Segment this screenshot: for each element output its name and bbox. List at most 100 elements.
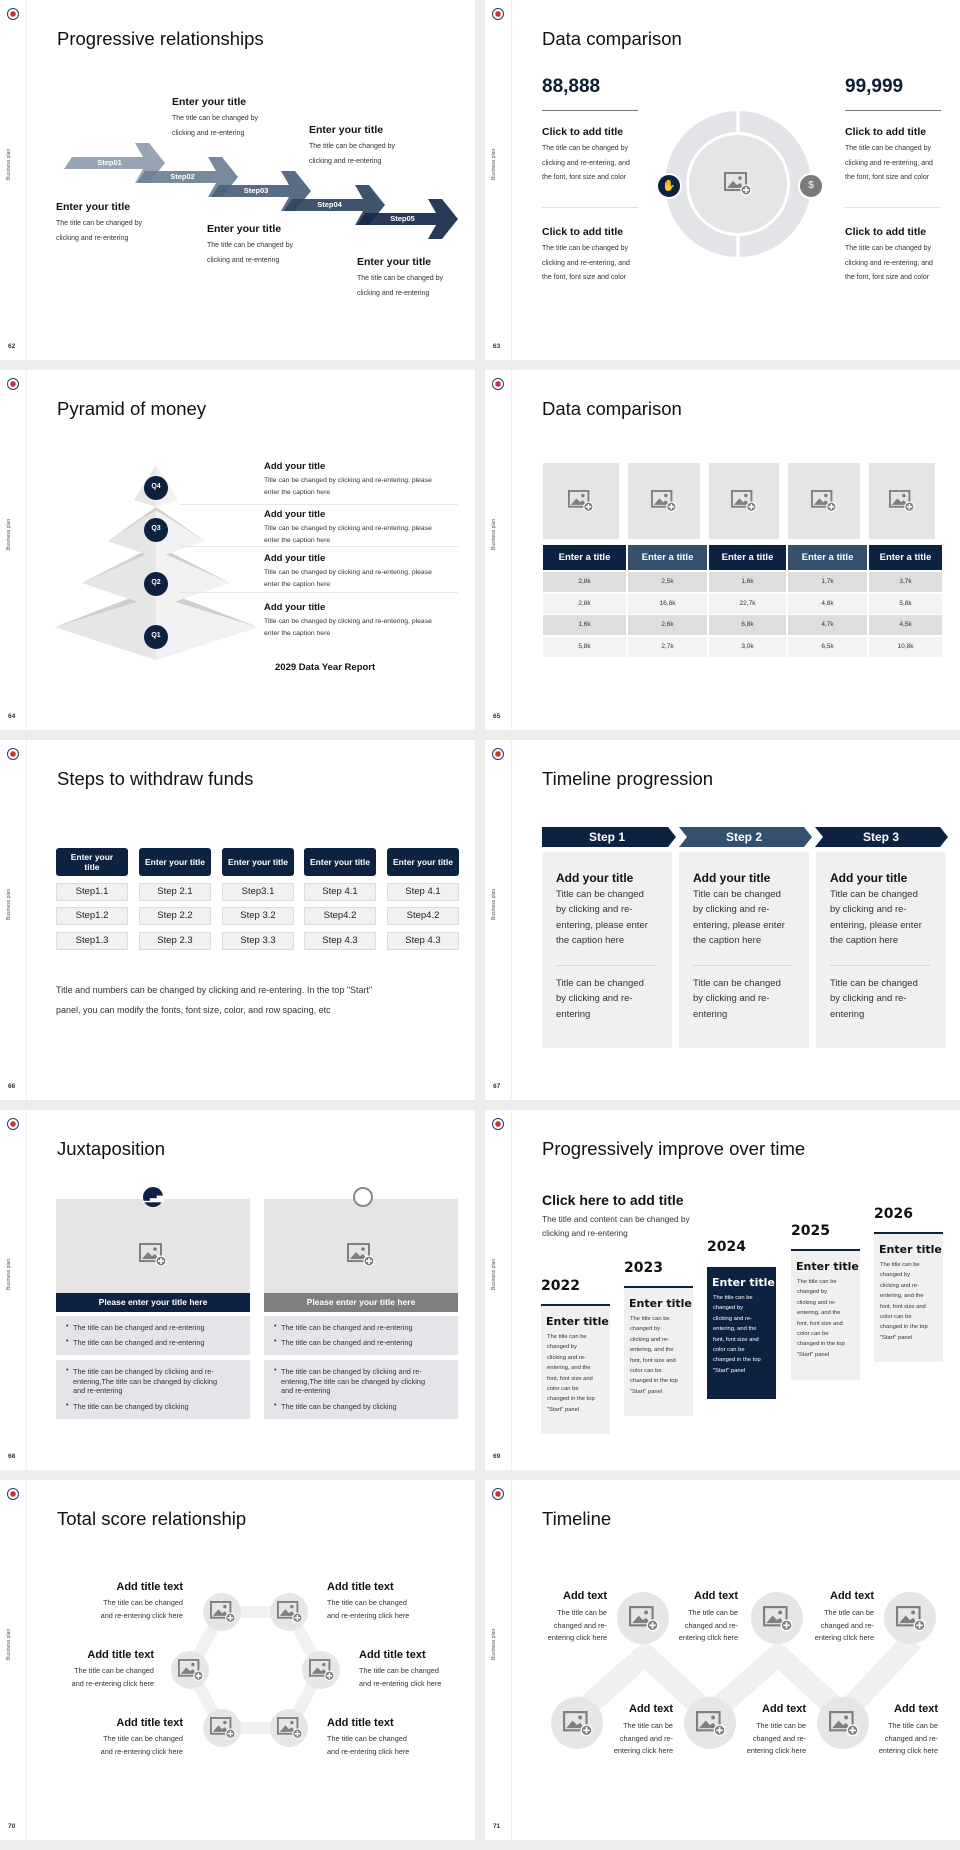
page-number: 70 bbox=[8, 1823, 16, 1830]
image-circle[interactable] bbox=[617, 1592, 669, 1644]
image-circle[interactable] bbox=[171, 1651, 209, 1689]
slide-title[interactable]: Steps to withdraw funds bbox=[57, 768, 254, 789]
step-box[interactable]: Step1.2 bbox=[56, 907, 128, 925]
image-placeholder[interactable] bbox=[628, 463, 700, 539]
step-label: Step 4.3 bbox=[405, 935, 441, 946]
image-placeholder[interactable] bbox=[543, 463, 619, 539]
step-box[interactable]: Step 4.3 bbox=[304, 932, 376, 950]
panel-header-label: Please enter your title here bbox=[306, 1297, 416, 1307]
image-circle[interactable] bbox=[551, 1697, 603, 1749]
card-desc: Title can be changed by clicking and re-… bbox=[693, 889, 785, 947]
image-circle[interactable] bbox=[751, 1592, 803, 1644]
block-title: Click to add title bbox=[845, 226, 927, 238]
cell-value: 4,7k bbox=[821, 621, 834, 629]
slide-66: Business plan 66 Steps to withdraw funds En… bbox=[0, 740, 475, 1100]
sidebar-divider bbox=[26, 0, 27, 360]
image-placeholder-icon[interactable] bbox=[210, 1600, 236, 1623]
image-placeholder-icon[interactable] bbox=[309, 1658, 335, 1681]
year-label: 2022 bbox=[541, 1278, 580, 1294]
step-box[interactable]: Step 4.1 bbox=[304, 883, 376, 901]
slide-title[interactable]: Progressively improve over time bbox=[542, 1138, 806, 1159]
step-box[interactable]: Step4.2 bbox=[304, 907, 376, 925]
logo-icon bbox=[7, 748, 19, 760]
image-placeholder-icon[interactable] bbox=[724, 171, 752, 196]
slide-title[interactable]: Data comparison bbox=[542, 28, 682, 49]
step-box[interactable]: Step1.1 bbox=[56, 883, 128, 901]
image-placeholder-icon[interactable] bbox=[568, 489, 594, 512]
column-header: Enter your title bbox=[222, 848, 294, 876]
step-label: Step04 bbox=[317, 200, 342, 209]
year-label: 2025 bbox=[791, 1223, 830, 1239]
item-desc: The title can be changed and re-entering… bbox=[327, 1598, 410, 1620]
slide-title[interactable]: Progressive relationships bbox=[57, 28, 264, 49]
image-placeholder-icon[interactable] bbox=[829, 1711, 859, 1737]
slide-title[interactable]: Timeline bbox=[542, 1508, 612, 1529]
divider bbox=[693, 965, 793, 966]
image-circle[interactable] bbox=[270, 1593, 308, 1631]
slide-68: Business plan 68 Juxtaposition Please enter… bbox=[0, 1110, 475, 1470]
image-placeholder[interactable] bbox=[788, 463, 860, 539]
step-box[interactable]: Step 2.1 bbox=[139, 883, 211, 901]
image-placeholder-icon[interactable] bbox=[563, 1711, 593, 1737]
slide-title[interactable]: Pyramid of money bbox=[57, 398, 207, 419]
image-circle[interactable] bbox=[270, 1709, 308, 1747]
table-cell: 2,8k bbox=[543, 593, 626, 614]
card-desc: Title can be changed by clicking and re-… bbox=[556, 889, 648, 947]
slide-title[interactable]: Timeline progression bbox=[542, 768, 714, 789]
image-placeholder-icon[interactable] bbox=[889, 489, 915, 512]
image-circle[interactable] bbox=[203, 1593, 241, 1631]
table-cell: 2,5k bbox=[628, 572, 707, 592]
image-placeholder-icon[interactable] bbox=[210, 1716, 236, 1739]
step-box[interactable]: Step 2.2 bbox=[139, 907, 211, 925]
step-label: Step 3.3 bbox=[240, 935, 276, 946]
year-label: 2026 bbox=[874, 1206, 913, 1222]
table-cell: 2,7k bbox=[628, 637, 707, 658]
image-circle[interactable] bbox=[203, 1709, 241, 1747]
logo-icon bbox=[7, 8, 19, 20]
step-box[interactable]: Step 4.3 bbox=[387, 932, 459, 950]
item-desc: The title can be changed by clicking and… bbox=[357, 275, 444, 297]
image-circle[interactable] bbox=[302, 1651, 340, 1689]
image-circle[interactable] bbox=[884, 1592, 936, 1644]
image-placeholder-icon[interactable] bbox=[347, 1242, 375, 1267]
image-placeholder-icon[interactable] bbox=[139, 1242, 167, 1267]
image-placeholder[interactable] bbox=[56, 1199, 250, 1293]
step-box[interactable]: Step 3.2 bbox=[222, 907, 294, 925]
item-title: Add text bbox=[830, 1590, 874, 1602]
card-desc: The title can be changed by clicking and… bbox=[713, 1295, 761, 1374]
image-placeholder-icon[interactable] bbox=[811, 489, 837, 512]
slide-title[interactable]: Data comparison bbox=[542, 398, 682, 419]
step-box[interactable]: Step 4.1 bbox=[387, 883, 459, 901]
block-desc: The title can be changed by clicking and… bbox=[845, 145, 933, 181]
step-box[interactable]: Step4.2 bbox=[387, 907, 459, 925]
image-placeholder[interactable] bbox=[869, 463, 935, 539]
bullet-box bbox=[56, 1316, 250, 1355]
slide-title[interactable]: Juxtaposition bbox=[57, 1138, 165, 1159]
image-circle[interactable] bbox=[684, 1697, 736, 1749]
image-placeholder-icon[interactable] bbox=[651, 489, 677, 512]
cell-value: 3,0k bbox=[741, 643, 754, 651]
step-box[interactable]: Step3.1 bbox=[222, 883, 294, 901]
image-placeholder[interactable] bbox=[264, 1199, 458, 1293]
year-card bbox=[541, 1306, 610, 1434]
image-placeholder-icon[interactable] bbox=[896, 1606, 926, 1632]
cell-value: 5,8k bbox=[899, 599, 912, 607]
logo-icon bbox=[492, 748, 504, 760]
slide-title[interactable]: Total score relationship bbox=[57, 1508, 247, 1529]
image-placeholder-icon[interactable] bbox=[277, 1716, 303, 1739]
image-placeholder-icon[interactable] bbox=[178, 1658, 204, 1681]
cell-value: 2,6k bbox=[661, 621, 674, 629]
image-placeholder-icon[interactable] bbox=[696, 1711, 726, 1737]
step-label: Step02 bbox=[170, 172, 195, 181]
image-placeholder-icon[interactable] bbox=[629, 1606, 659, 1632]
image-placeholder-icon[interactable] bbox=[763, 1606, 793, 1632]
image-placeholder-icon[interactable] bbox=[731, 489, 757, 512]
slide-64: Business plan 64 Pyramid of money Q4 Q3 Q2 Q1… bbox=[0, 370, 475, 730]
image-placeholder[interactable] bbox=[709, 463, 779, 539]
image-circle[interactable] bbox=[817, 1697, 869, 1749]
step-box[interactable]: Step1.3 bbox=[56, 932, 128, 950]
image-placeholder-icon[interactable] bbox=[277, 1600, 303, 1623]
card-note: Title can be changed by clicking and re-… bbox=[693, 978, 781, 1020]
step-box[interactable]: Step 3.3 bbox=[222, 932, 294, 950]
step-box[interactable]: Step 2.3 bbox=[139, 932, 211, 950]
